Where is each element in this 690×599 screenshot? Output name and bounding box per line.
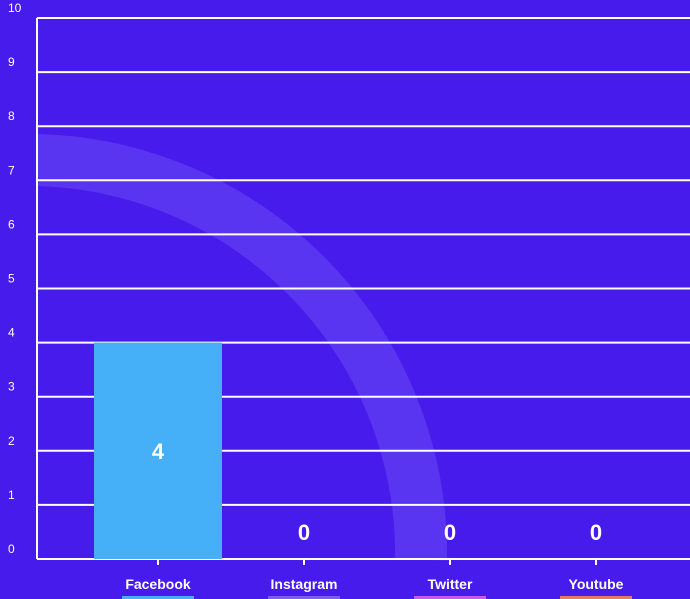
x-tick-label-instagram: Instagram xyxy=(271,576,338,592)
data-label-youtube: 0 xyxy=(590,520,602,545)
y-tick-label: 4 xyxy=(8,326,15,340)
swatch-youtube xyxy=(560,596,632,599)
x-tick-label-facebook: Facebook xyxy=(125,576,191,592)
swatch-facebook xyxy=(122,596,194,599)
y-tick-label: 7 xyxy=(8,163,15,177)
bar-facebook xyxy=(94,342,222,559)
y-tick-label: 9 xyxy=(8,55,15,69)
y-tick-label: 0 xyxy=(8,542,15,556)
y-tick-label: 10 xyxy=(8,1,22,15)
y-tick-label: 3 xyxy=(8,380,15,394)
y-tick-label: 1 xyxy=(8,488,15,502)
x-tick-label-twitter: Twitter xyxy=(428,576,473,592)
swatch-instagram xyxy=(268,596,340,599)
y-axis-ticks: 0 1 2 3 4 5 6 7 8 9 10 xyxy=(8,1,22,556)
swatch-twitter xyxy=(414,596,486,599)
data-label-instagram: 0 xyxy=(298,520,310,545)
y-tick-label: 8 xyxy=(8,109,15,123)
data-label-facebook: 4 xyxy=(152,439,165,464)
data-label-twitter: 0 xyxy=(444,520,456,545)
x-tick-label-youtube: Youtube xyxy=(569,576,624,592)
bars: 4 0 0 0 xyxy=(94,342,602,559)
y-tick-label: 2 xyxy=(8,434,15,448)
category-color-swatches xyxy=(122,596,632,599)
background-arc xyxy=(36,134,448,561)
x-axis-ticks: Facebook Instagram Twitter Youtube xyxy=(125,559,624,592)
y-tick-label: 5 xyxy=(8,272,15,286)
y-tick-label: 6 xyxy=(8,217,15,231)
